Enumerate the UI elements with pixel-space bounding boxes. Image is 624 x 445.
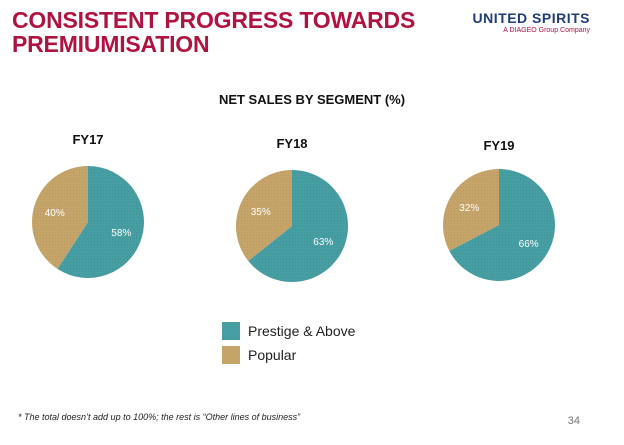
pie-data-label-prestige: 63% xyxy=(313,237,333,248)
legend: Prestige & Above Popular xyxy=(222,320,355,368)
united-spirits-logo: UNITED SPIRITS A DIAGEO Group Company xyxy=(473,10,590,35)
pie-data-label-popular: 35% xyxy=(251,207,271,218)
logo-main-text: UNITED SPIRITS xyxy=(472,10,590,26)
pie-year-label: FY18 xyxy=(276,136,307,151)
pie-slice-popular xyxy=(32,166,88,269)
pie-slice-prestige xyxy=(449,169,555,281)
legend-swatch-prestige xyxy=(222,322,240,340)
pie-data-label-prestige: 58% xyxy=(111,228,131,239)
slide-title-line-2: PREMIUMISATION xyxy=(12,31,210,57)
pie-slice-popular xyxy=(236,170,292,261)
pie-slice-prestige xyxy=(57,166,145,278)
footnote: * The total doesn’t add up to 100%; the … xyxy=(18,412,301,422)
slide-title-line-1: CONSISTENT PROGRESS TOWARDS xyxy=(12,7,416,33)
slide-title: CONSISTENT PROGRESS TOWARDS PREMIUMISATI… xyxy=(12,8,415,56)
legend-label-prestige: Prestige & Above xyxy=(248,323,356,339)
pie-data-label-popular: 32% xyxy=(459,203,479,214)
logo-sub-text: A DIAGEO Group Company xyxy=(503,27,590,34)
page-number: 34 xyxy=(567,415,580,427)
pie-slice-prestige xyxy=(248,170,348,282)
pie-data-label-prestige: 66% xyxy=(519,239,539,250)
legend-label-popular: Popular xyxy=(248,347,297,363)
chart-title: NET SALES BY SEGMENT (%) xyxy=(218,92,406,107)
pie-year-label: FY17 xyxy=(72,132,103,147)
pie-slice-popular xyxy=(442,169,499,251)
legend-item-prestige: Prestige & Above xyxy=(222,320,355,342)
legend-swatch-popular xyxy=(222,346,240,364)
pie-year-label: FY19 xyxy=(483,138,514,153)
legend-item-popular: Popular xyxy=(222,344,355,366)
pie-data-label-popular: 40% xyxy=(45,208,65,219)
